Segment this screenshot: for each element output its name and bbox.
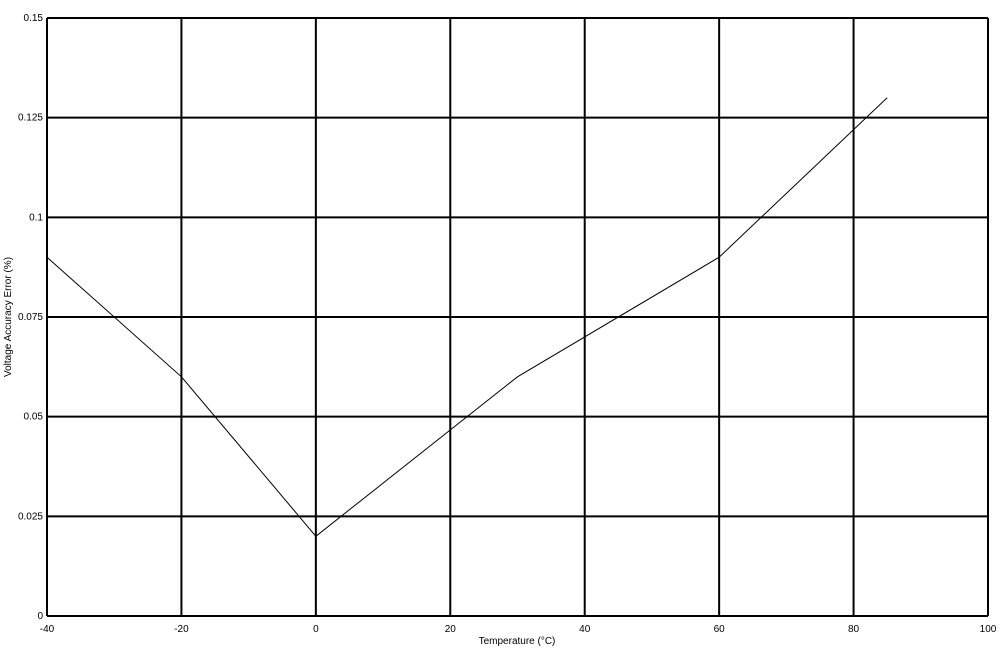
x-tick-label: 0 bbox=[313, 624, 319, 635]
y-tick-label: 0.025 bbox=[18, 511, 43, 522]
x-tick-label: 80 bbox=[848, 624, 860, 635]
x-axis-label: Temperature (°C) bbox=[479, 636, 556, 647]
x-tick-label: 20 bbox=[445, 624, 457, 635]
y-tick-label: 0 bbox=[37, 611, 43, 622]
y-tick-label: 0.075 bbox=[18, 312, 43, 323]
series-line bbox=[46, 97, 888, 537]
y-tick-labels: 0 0.025 0.05 0.075 0.1 0.125 0.15 bbox=[18, 13, 43, 622]
y-axis-label: Voltage Accuracy Error (%) bbox=[3, 257, 14, 377]
series-group bbox=[46, 97, 888, 537]
x-tick-label: 100 bbox=[980, 624, 997, 635]
y-tick-label: 0.05 bbox=[24, 412, 44, 423]
x-tick-labels: -40 -20 0 20 40 60 80 100 bbox=[40, 624, 997, 635]
x-tick-label: 60 bbox=[714, 624, 726, 635]
x-tick-label: 40 bbox=[579, 624, 591, 635]
x-tick-label: -20 bbox=[174, 624, 189, 635]
y-tick-label: 0.15 bbox=[24, 13, 44, 24]
grid bbox=[46, 17, 989, 617]
y-tick-label: 0.125 bbox=[18, 113, 43, 124]
y-tick-label: 0.1 bbox=[29, 212, 43, 223]
x-tick-label: -40 bbox=[40, 624, 55, 635]
